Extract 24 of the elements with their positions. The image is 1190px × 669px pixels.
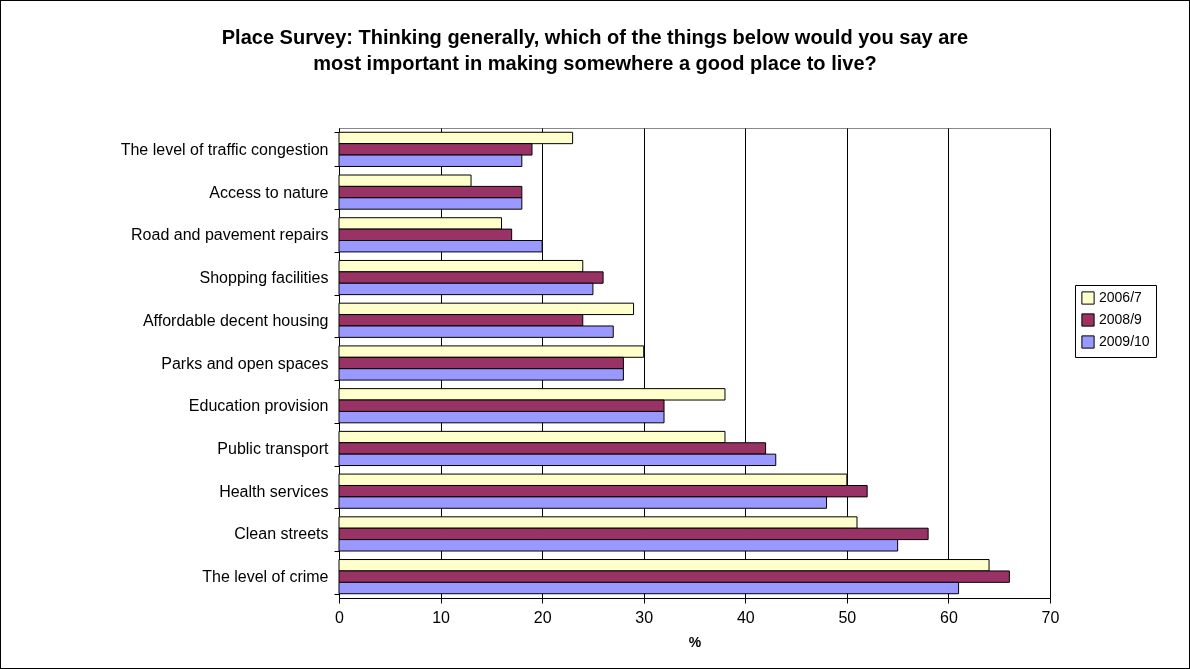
legend-label: 2009/10: [1099, 333, 1150, 349]
x-tick-label: 50: [838, 608, 857, 626]
y-tick-label: Clean streets: [234, 525, 329, 543]
y-tick-label: Affordable decent housing: [142, 311, 329, 329]
x-tick-label: 60: [940, 608, 958, 626]
legend-label: 2008/9: [1099, 311, 1143, 327]
y-tick-label: The level of traffic congestion: [120, 140, 329, 158]
y-tick-label: Access to nature: [209, 183, 329, 201]
y-tick-label: Health services: [219, 482, 329, 500]
legend-label: 2006/7: [1099, 289, 1143, 305]
x-tick-label: 20: [533, 608, 552, 626]
y-tick-label: Education provision: [188, 397, 329, 415]
x-tick-label: 10: [432, 608, 451, 626]
y-tick-label: The level of crime: [202, 568, 329, 586]
x-tick-label: 30: [635, 608, 654, 626]
y-tick-label: Parks and open spaces: [161, 354, 329, 372]
chart-title: Place Survey: Thinking generally, which of the things below would you say are most important in making somewhere a good place to live?: [220, 25, 970, 76]
y-tick-label: Road and pavement repairs: [131, 226, 329, 244]
x-tick-label: 0: [335, 608, 345, 626]
x-tick-label: 40: [736, 608, 755, 626]
x-tick-label: 70: [1041, 608, 1060, 626]
x-axis-title: %: [688, 633, 702, 650]
y-tick-label: Public transport: [217, 439, 330, 457]
y-tick-label: Shopping facilities: [199, 269, 329, 287]
